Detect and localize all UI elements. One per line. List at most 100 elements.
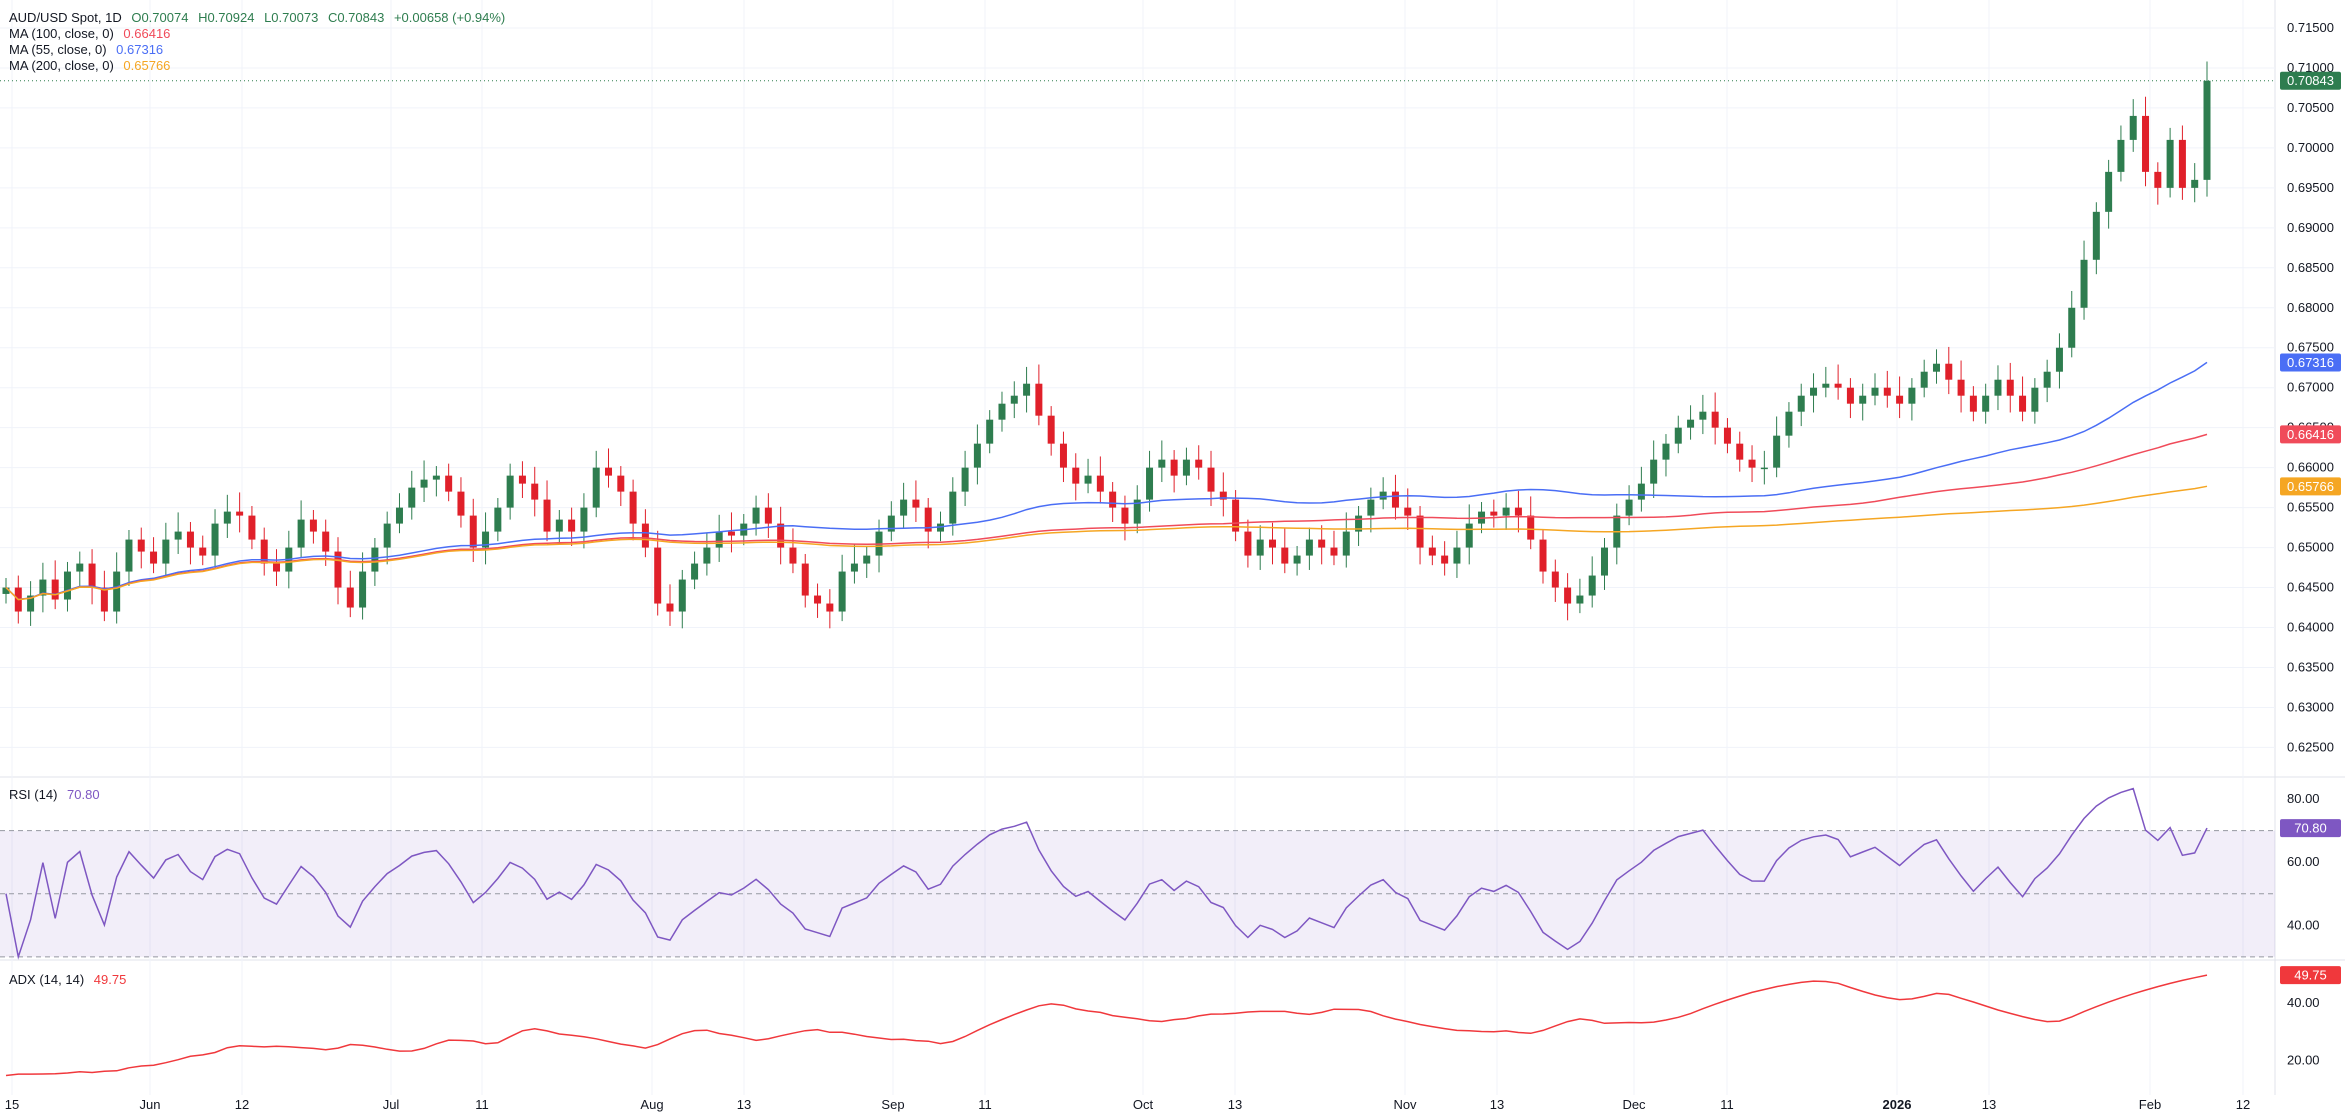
rsi-tick-label: 40.00	[2287, 917, 2320, 932]
candle-body	[2092, 211, 2100, 260]
candle-body	[691, 563, 699, 580]
ma200-legend: MA (200, close, 0) 0.65766	[9, 58, 176, 73]
candle-body	[1662, 443, 1670, 460]
candle-body	[801, 563, 809, 596]
candle-body	[1588, 575, 1596, 596]
x-tick-label: 11	[1720, 1097, 1734, 1112]
y-tick-label: 0.66000	[2287, 460, 2334, 475]
ma55-badge: 0.67316	[2287, 355, 2334, 370]
adx-label: ADX (14, 14)	[9, 972, 85, 987]
candle-body	[900, 499, 908, 516]
candle-body	[1428, 547, 1436, 556]
candle-body	[1281, 547, 1289, 564]
candle-body	[1637, 483, 1645, 500]
candle-body	[1785, 411, 1793, 436]
rsi-tick-label: 60.00	[2287, 854, 2320, 869]
ma55-line	[5, 361, 2208, 601]
candle-body	[678, 579, 686, 612]
candle-body	[1625, 499, 1633, 516]
candle-body	[51, 579, 59, 600]
candle-body	[1945, 363, 1953, 380]
candle-body	[764, 507, 772, 524]
candle-body	[998, 403, 1006, 420]
candle-body	[1195, 459, 1203, 468]
x-tick-label: Sep	[881, 1097, 904, 1112]
candle-body	[863, 555, 871, 564]
candle-body	[1404, 507, 1412, 516]
candle-body	[236, 511, 244, 516]
candle-body	[949, 491, 957, 524]
candle-body	[408, 487, 416, 508]
y-tick-label: 0.65500	[2287, 500, 2334, 515]
ma100-badge-bg	[2280, 425, 2341, 444]
y-tick-label: 0.67000	[2287, 380, 2334, 395]
ma100-label: MA (100, close, 0)	[9, 26, 114, 41]
candle-body	[1367, 499, 1375, 516]
rsi-badge-bg	[2280, 819, 2341, 838]
candle-body	[2129, 115, 2137, 140]
y-tick-label: 0.69000	[2287, 220, 2334, 235]
candle-body	[1133, 499, 1141, 524]
candle-body	[1182, 459, 1190, 476]
candle-body	[1453, 547, 1461, 564]
candle-body	[248, 515, 256, 540]
ma100-legend: MA (100, close, 0) 0.66416	[9, 26, 176, 41]
candle-body	[666, 603, 674, 612]
candle-body	[113, 571, 121, 612]
low-value: L0.70073	[264, 10, 319, 25]
x-tick-label: 2026	[1883, 1097, 1912, 1112]
candle-body	[1736, 443, 1744, 460]
candle-body	[777, 523, 785, 548]
x-tick-label: 12	[2236, 1097, 2250, 1112]
candle-body	[27, 595, 35, 612]
candle-body	[1650, 459, 1658, 484]
rsi-badge: 70.80	[2294, 821, 2327, 836]
ma55-legend: MA (55, close, 0) 0.67316	[9, 42, 169, 57]
candle-body	[469, 515, 477, 548]
candle-body	[1146, 467, 1154, 500]
candles	[2, 61, 2211, 629]
candle-body	[1121, 507, 1129, 524]
ma100-badge: 0.66416	[2287, 427, 2334, 442]
candle-body	[1109, 491, 1117, 508]
candle-body	[1490, 511, 1498, 516]
ma200-label: MA (200, close, 0)	[9, 58, 114, 73]
candle-body	[1342, 531, 1350, 556]
candle-body	[2154, 171, 2162, 188]
adx-line	[5, 974, 2208, 1077]
candle-body	[359, 571, 367, 608]
candle-body	[494, 507, 502, 532]
candle-body	[543, 499, 551, 532]
candle-body	[420, 479, 428, 488]
candle-body	[125, 539, 133, 572]
x-tick-label: Jul	[383, 1097, 400, 1112]
candle-body	[445, 475, 453, 492]
y-tick-label: 0.65000	[2287, 540, 2334, 555]
ma55-value: 0.67316	[116, 42, 164, 57]
candle-body	[2142, 115, 2150, 172]
candle-body	[850, 563, 858, 572]
adx-badge: 49.75	[2294, 968, 2327, 983]
candle-body	[211, 523, 219, 556]
candle-body	[432, 475, 440, 480]
x-tick-label: 13	[737, 1097, 751, 1112]
candle-body	[605, 467, 613, 476]
x-tick-label: 13	[1982, 1097, 1996, 1112]
x-tick-label: 13	[1228, 1097, 1242, 1112]
candle-body	[1207, 467, 1215, 492]
candle-body	[100, 587, 108, 612]
candle-body	[1527, 515, 1535, 540]
candle-body	[1810, 387, 1818, 396]
y-tick-label: 0.71000	[2287, 60, 2334, 75]
candle-body	[1514, 507, 1522, 516]
x-tick-label: Feb	[2139, 1097, 2161, 1112]
last-price-badge-bg	[2280, 71, 2341, 90]
candle-body	[1232, 499, 1240, 532]
candle-body	[789, 547, 797, 564]
candle-body	[1969, 395, 1977, 412]
candle-body	[260, 539, 268, 564]
candle-body	[395, 507, 403, 524]
candle-body	[1170, 459, 1178, 476]
